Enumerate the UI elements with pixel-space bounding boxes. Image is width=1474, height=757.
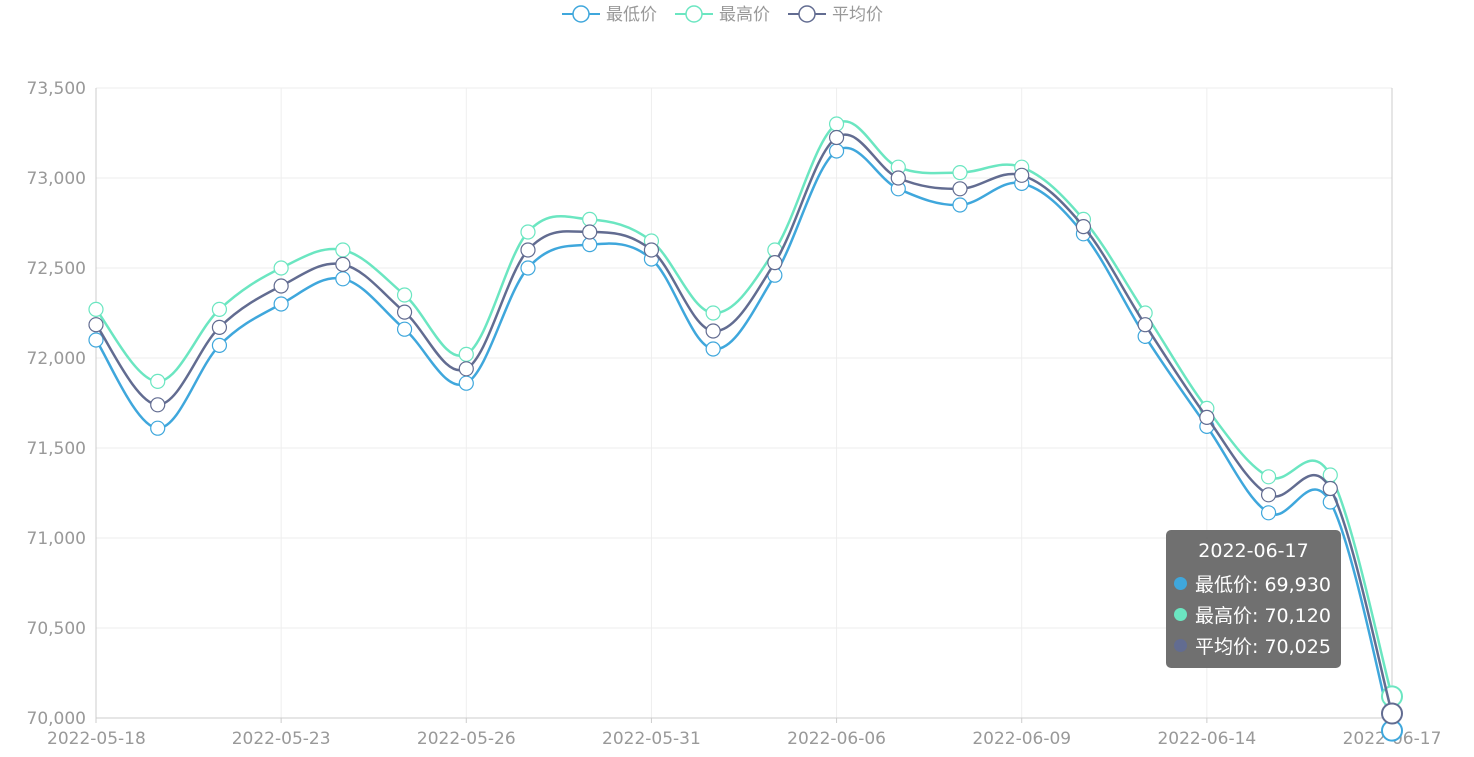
data-point[interactable] — [767, 255, 783, 271]
legend-item-2[interactable]: 平均价 — [788, 5, 883, 25]
data-point[interactable] — [396, 321, 413, 337]
x-tick-label: 2022-05-31 — [602, 729, 701, 749]
y-tick-label: 70,000 — [27, 709, 86, 729]
y-tick-label: 71,000 — [27, 529, 86, 549]
data-point[interactable] — [211, 301, 228, 317]
tooltip-dot-avg — [1174, 639, 1187, 652]
data-point[interactable] — [335, 271, 351, 287]
data-point[interactable] — [150, 397, 166, 413]
data-point[interactable] — [705, 323, 721, 339]
y-tick-label: 72,500 — [27, 259, 86, 279]
data-point[interactable] — [1260, 505, 1277, 521]
legend-label: 平均价 — [832, 5, 883, 25]
data-point[interactable] — [458, 346, 474, 362]
data-point[interactable] — [520, 224, 536, 240]
data-point[interactable] — [643, 242, 660, 258]
data-point[interactable] — [582, 237, 598, 253]
x-tick-label: 2022-05-23 — [232, 729, 331, 749]
data-point[interactable] — [150, 373, 166, 389]
data-point[interactable] — [273, 278, 289, 294]
legend-marker — [572, 5, 590, 23]
legend-marker — [685, 5, 703, 23]
data-point[interactable] — [828, 129, 845, 146]
x-tick-label: 2022-06-14 — [1157, 729, 1256, 749]
data-point[interactable] — [520, 242, 536, 258]
series-1 — [88, 116, 1403, 708]
data-point[interactable] — [705, 341, 721, 357]
data-point[interactable] — [458, 361, 474, 377]
data-point[interactable] — [458, 375, 474, 391]
data-point[interactable] — [1075, 219, 1092, 235]
data-point[interactable] — [211, 319, 228, 335]
x-tick-label: 2022-05-18 — [47, 729, 146, 749]
tooltip-label-max: 最高价: 70,120 — [1195, 605, 1331, 627]
y-tick-label: 71,500 — [27, 439, 86, 459]
data-point[interactable] — [1137, 317, 1153, 333]
data-point[interactable] — [1014, 167, 1030, 183]
x-tick-label: 2022-06-09 — [972, 729, 1071, 749]
legend-item-0[interactable]: 最低价 — [562, 5, 657, 25]
data-point[interactable] — [335, 242, 351, 258]
tooltip-row-max: 最高价: 70,120 — [1174, 599, 1333, 630]
legend-item-1[interactable]: 最高价 — [675, 5, 770, 25]
y-tick-label: 72,000 — [27, 349, 86, 369]
data-point[interactable] — [952, 165, 968, 181]
data-point[interactable] — [952, 197, 968, 213]
data-point[interactable] — [1260, 469, 1277, 485]
legend-marker — [798, 5, 816, 23]
data-point[interactable] — [396, 304, 413, 320]
data-point[interactable] — [88, 317, 104, 333]
data-point[interactable] — [273, 260, 289, 276]
legend-label: 最低价 — [606, 5, 657, 25]
data-point[interactable] — [1322, 480, 1338, 497]
data-point[interactable] — [582, 211, 598, 227]
data-point[interactable] — [335, 256, 351, 272]
tooltip: 2022-06-17 最低价: 69,930 最高价: 70,120 平均价: … — [1166, 530, 1341, 668]
data-point[interactable] — [88, 332, 104, 348]
x-tick-label: 2022-05-26 — [417, 729, 516, 749]
y-tick-label: 73,500 — [27, 79, 86, 99]
data-point[interactable] — [273, 296, 289, 312]
data-point[interactable] — [828, 143, 845, 159]
tooltip-row-min: 最低价: 69,930 — [1174, 568, 1333, 599]
data-point[interactable] — [88, 301, 104, 317]
y-tick-label: 73,000 — [27, 169, 86, 189]
data-point[interactable] — [1381, 702, 1403, 725]
data-point[interactable] — [396, 287, 413, 303]
data-point[interactable] — [211, 337, 228, 353]
legend[interactable]: 最低价 最高价 平均价 — [562, 5, 883, 25]
data-point[interactable] — [582, 224, 598, 240]
tooltip-row-avg: 平均价: 70,025 — [1174, 630, 1333, 661]
data-point[interactable] — [705, 305, 721, 321]
data-point[interactable] — [520, 260, 536, 276]
data-point[interactable] — [828, 116, 845, 132]
tooltip-title: 2022-06-17 — [1198, 540, 1309, 562]
x-tick-label: 2022-06-06 — [787, 729, 886, 749]
tooltip-label-min: 最低价: 69,930 — [1195, 574, 1331, 596]
axes: 70,000 70,500 71,000 71,500 72,000 72,500 73,0… — [27, 79, 1442, 749]
series-group — [88, 116, 1403, 742]
data-point[interactable] — [1199, 409, 1215, 425]
data-point[interactable] — [150, 420, 166, 436]
y-tick-label: 70,500 — [27, 619, 86, 639]
data-point[interactable] — [1260, 487, 1277, 503]
tooltip-dot-max — [1174, 608, 1187, 621]
data-point[interactable] — [890, 170, 906, 186]
tooltip-label-avg: 平均价: 70,025 — [1195, 636, 1331, 658]
series-2 — [88, 129, 1403, 725]
legend-label: 最高价 — [719, 5, 770, 25]
tooltip-dot-min — [1174, 577, 1187, 590]
data-point[interactable] — [952, 181, 968, 197]
